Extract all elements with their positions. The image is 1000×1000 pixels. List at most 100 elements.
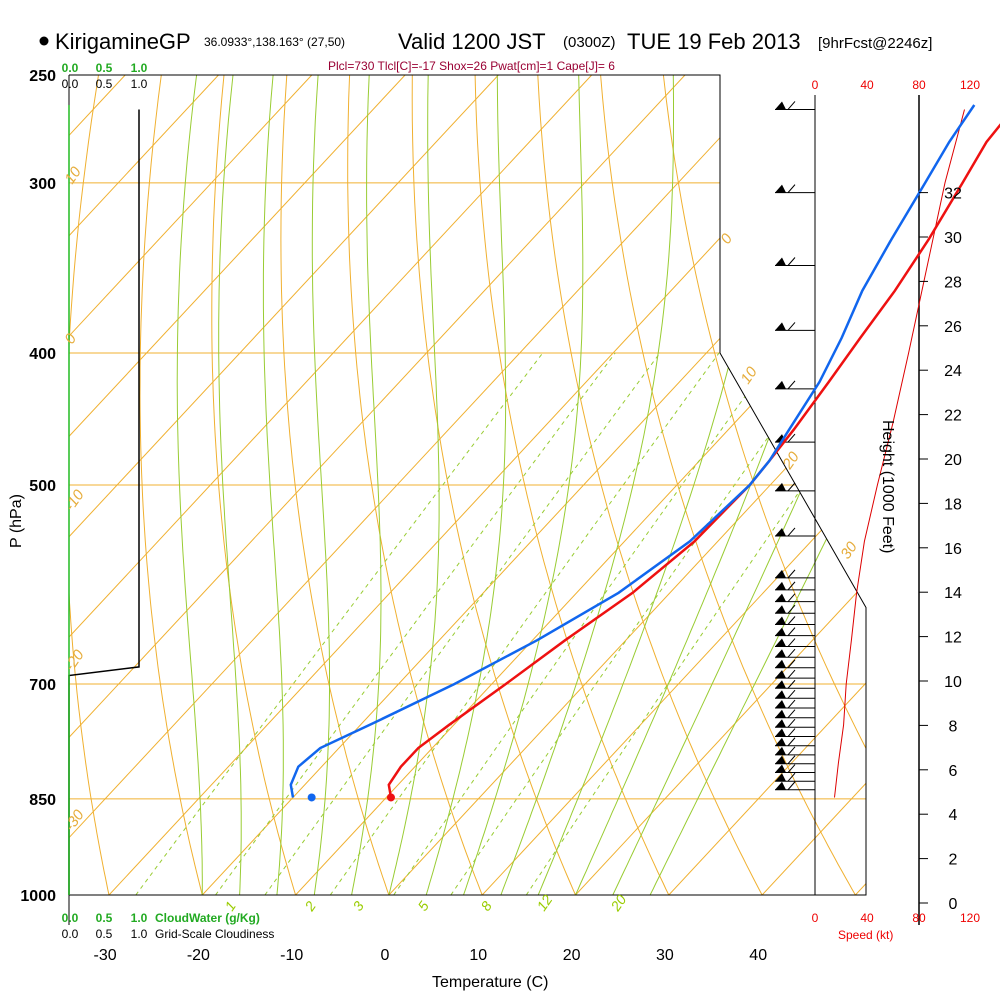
wind-barb-feather <box>787 593 796 602</box>
grid-lines <box>69 75 866 895</box>
isotherm-line <box>69 75 593 895</box>
wind-barb-feather <box>787 569 796 579</box>
isotherm-line <box>388 75 866 895</box>
height-tick-label: 22 <box>944 408 962 425</box>
dry-adiabat <box>411 75 576 895</box>
pressure-tick-label: 250 <box>29 68 56 85</box>
speed-tick-top: 120 <box>960 78 980 92</box>
pressure-tick-label: 500 <box>29 478 56 495</box>
wind-barb-flag <box>775 257 786 266</box>
surface-dewpoint-point <box>307 793 316 802</box>
dry-adiabat <box>139 75 203 895</box>
moist-adiabat <box>218 75 242 895</box>
temperature-tick-label: 20 <box>563 947 581 964</box>
wind-barb-flag <box>775 659 786 668</box>
isotherm-label: 10 <box>61 163 85 187</box>
isotherm-line <box>668 75 866 895</box>
wind-barb-flag <box>775 593 786 602</box>
wind-barb-feather <box>787 581 796 591</box>
cloudwater-tick-bottom: 0.5 <box>96 911 113 925</box>
temperature-tick-label: 10 <box>469 947 487 964</box>
wind-barb-flag <box>775 680 786 689</box>
height-tick-label: 18 <box>944 496 962 513</box>
isotherm-label: -10 <box>61 486 88 514</box>
mixing-ratio-line <box>264 352 661 895</box>
forecast-label: [9hrFcst@2246z] <box>818 35 932 52</box>
station-coords: 36.0933°,138.163° (27,50) <box>204 35 345 49</box>
height-tick-label: 10 <box>944 674 962 691</box>
mixing-ratio-line <box>215 352 616 895</box>
wind-barb-feather <box>787 627 796 636</box>
wind-barbs <box>775 101 815 791</box>
temperature-tick-label: 0 <box>381 947 390 964</box>
wind-barb-feather <box>787 482 796 492</box>
pressure-tick-label: 300 <box>29 176 56 193</box>
moist-adiabat <box>176 75 203 895</box>
wind-barb-flag <box>775 700 786 709</box>
moist-adiabat <box>463 75 584 895</box>
isotherm-line <box>69 75 313 895</box>
wind-barb-feather <box>787 184 796 193</box>
speed-axis-label: Speed (kt) <box>838 928 893 942</box>
wind-barb-flag <box>775 737 786 746</box>
isotherm-label: -20 <box>61 646 88 674</box>
wind-barb-flag <box>775 755 786 764</box>
mixing-ratio-line <box>525 352 866 895</box>
sounding-series <box>289 104 1000 802</box>
wind-barb-feather <box>787 433 796 443</box>
mixing-ratio-label: 2 <box>301 898 319 915</box>
wind-barb-feather <box>787 669 796 679</box>
wind-barb-feather <box>787 709 796 719</box>
isotherm-line <box>295 75 866 895</box>
dry-adiabat <box>280 75 390 895</box>
isotherm-line <box>69 75 499 895</box>
temperature-tick-label: -20 <box>187 947 210 964</box>
wind-barb-feather <box>787 679 796 689</box>
dry-adiabat <box>69 75 110 895</box>
pressure-tick-label: 400 <box>29 346 56 363</box>
wind-barb-flag <box>775 764 786 773</box>
wind-barb-flag <box>775 773 786 782</box>
isotherm-label: 20 <box>779 448 803 473</box>
height-tick-label: 20 <box>944 452 962 469</box>
isotherm-line <box>575 75 866 895</box>
wind-speed-line <box>834 109 965 798</box>
cloudiness-tick-bottom: 1.0 <box>131 927 148 941</box>
pressure-tick-label: 850 <box>29 792 56 809</box>
speed-tick-top: 40 <box>860 78 874 92</box>
dry-adiabat <box>537 75 763 895</box>
height-tick-label: 2 <box>949 852 958 869</box>
wind-barb-feather <box>787 648 796 658</box>
height-tick-label: 0 <box>949 896 958 913</box>
y-axis-label: P (hPa) <box>8 494 25 548</box>
wind-barb-flag <box>775 605 786 614</box>
cloudwater-tick-bottom: 1.0 <box>131 911 148 925</box>
station-bullet <box>39 36 49 46</box>
wind-barb-feather <box>787 638 796 647</box>
speed-tick-bottom: 80 <box>912 911 926 925</box>
dry-adiabat <box>600 75 856 895</box>
wind-barb-feather <box>787 755 796 765</box>
speed-tick-bottom: 0 <box>812 911 819 925</box>
moist-adiabat <box>351 75 382 895</box>
wind-barb-feather <box>787 659 796 669</box>
pressure-tick-label: 700 <box>29 677 56 694</box>
temperature-tick-label: 30 <box>656 947 674 964</box>
cloudiness-profile <box>68 105 140 895</box>
wind-barb-feather <box>787 781 796 791</box>
isotherm-line <box>69 75 779 895</box>
mixing-ratio-label: 8 <box>477 898 495 914</box>
height-tick-label: 28 <box>944 274 962 291</box>
wind-barb-feather <box>787 616 796 625</box>
speed-tick-top: 0 <box>812 78 819 92</box>
dry-adiabat <box>347 75 483 895</box>
wind-barb-flag <box>775 638 786 647</box>
dry-adiabat <box>851 75 866 895</box>
temperature-tick-label: 40 <box>749 947 767 964</box>
speed-tick-bottom: 120 <box>960 911 980 925</box>
cloudwater-label: CloudWater (g/Kg) <box>155 911 260 925</box>
moist-adiabat <box>262 75 284 895</box>
height-tick-label: 16 <box>944 541 962 558</box>
station-name: KirigamineGP <box>55 29 191 54</box>
